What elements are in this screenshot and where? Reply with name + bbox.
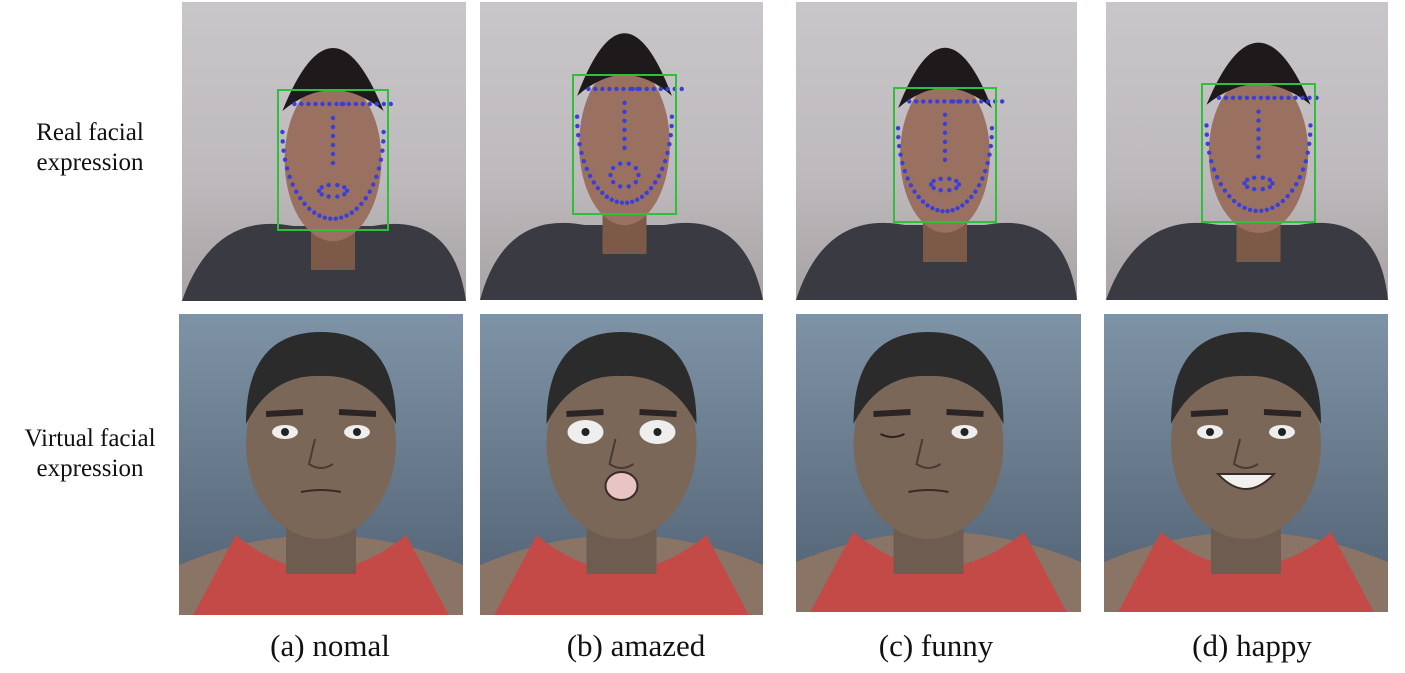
hair <box>898 47 992 109</box>
face-bounding-box <box>277 89 389 231</box>
avatar-head <box>1171 349 1321 539</box>
avatar-svg <box>1104 332 1388 612</box>
row-label-line: Real facial <box>36 119 144 146</box>
avatar-head <box>853 349 1004 539</box>
real-photo-amazed <box>480 2 763 300</box>
shirt <box>480 222 763 300</box>
real-photo-normal <box>182 2 466 301</box>
avatar-head <box>546 349 697 539</box>
tank-top <box>494 535 749 615</box>
avatar-svg <box>480 332 763 615</box>
avatar-svg <box>796 332 1081 612</box>
face <box>900 77 990 233</box>
caption-c: (c) funny <box>878 628 994 663</box>
avatar-hair <box>1171 332 1321 424</box>
row-label-line: expression <box>36 149 144 176</box>
photo-svg <box>796 47 1077 300</box>
photo-svg <box>182 48 466 301</box>
face <box>579 63 670 226</box>
avatar-head <box>246 349 396 539</box>
caption-d: (d) happy <box>1192 628 1312 663</box>
face-bounding-box <box>1201 83 1316 223</box>
hair <box>577 33 672 96</box>
face <box>284 78 382 242</box>
real-photo-happy <box>1106 2 1388 300</box>
row-label-real: Real facial expression <box>0 118 180 178</box>
face <box>1208 72 1309 234</box>
row-label-virtual: Virtual facial expression <box>0 424 180 484</box>
face-bounding-box <box>572 74 677 215</box>
virtual-avatar-happy <box>1104 314 1388 612</box>
virtual-avatar-normal <box>179 314 463 615</box>
real-photo-funny <box>796 2 1077 300</box>
virtual-avatar-funny <box>796 314 1081 612</box>
avatar-svg <box>179 332 463 615</box>
avatar-hair <box>853 332 1004 424</box>
face-bounding-box <box>893 87 997 223</box>
avatar-hair <box>546 332 697 424</box>
row-label-line: Virtual facial <box>24 425 156 452</box>
tank-top <box>193 535 449 615</box>
photo-svg <box>1106 42 1388 300</box>
hair <box>1206 42 1311 105</box>
photo-svg <box>480 33 763 300</box>
hair <box>282 48 384 111</box>
avatar-hair <box>246 332 396 424</box>
caption-b: (b) amazed <box>566 628 706 663</box>
row-label-line: expression <box>36 455 144 482</box>
virtual-avatar-amazed <box>480 314 763 615</box>
caption-a: (a) nomal <box>270 628 390 663</box>
